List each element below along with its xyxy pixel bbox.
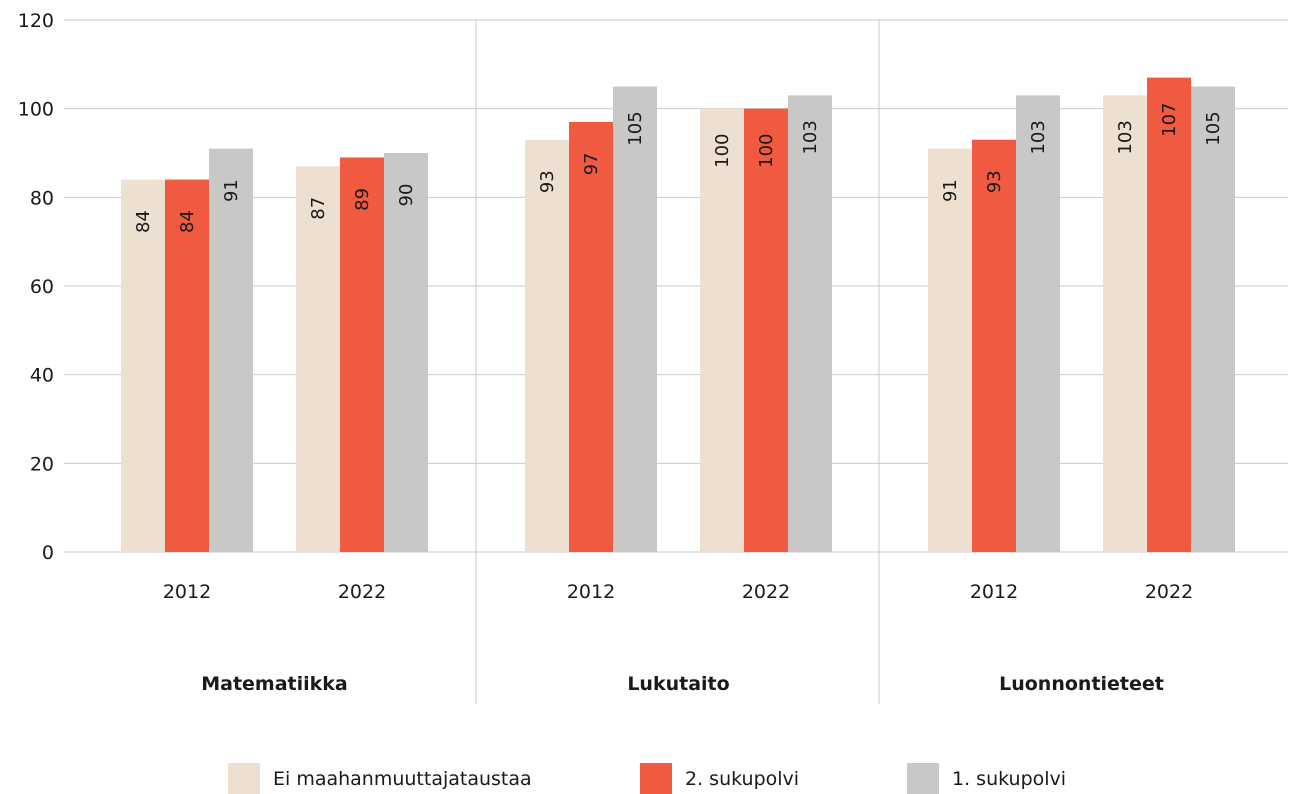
- legend-swatch: [228, 763, 260, 794]
- data-label: 91: [940, 179, 961, 202]
- data-label: 93: [984, 170, 1005, 193]
- data-label: 103: [1115, 120, 1136, 154]
- group-label: Luonnontieteet: [999, 673, 1164, 695]
- data-label: 103: [800, 120, 821, 154]
- bar-luonnontieteet-2022-s3: [1191, 86, 1235, 552]
- bar-luonnontieteet-2012-s3: [1016, 95, 1060, 552]
- y-axis: 0 20 40 60 80 100 120: [18, 10, 54, 564]
- bar-lukutaito-2012-s1: [525, 139, 569, 552]
- data-label: 100: [712, 133, 733, 167]
- data-label: 100: [756, 133, 777, 167]
- data-label: 89: [352, 188, 373, 211]
- data-label: 90: [396, 184, 417, 207]
- bar-matematiikka-2012-s2: [165, 179, 209, 552]
- data-label: 105: [1203, 111, 1224, 145]
- legend-label: Ei maahanmuuttajataustaa: [273, 768, 532, 790]
- group-separators: [475, 20, 880, 704]
- bar-luonnontieteet-2012-s2: [972, 139, 1016, 552]
- y-tick-label: 100: [18, 99, 54, 121]
- legend: Ei maahanmuuttajataustaa 2. sukupolvi 1. s…: [228, 763, 1066, 794]
- bar-lukutaito-2012-s3: [613, 86, 657, 552]
- y-tick-label: 0: [42, 542, 54, 564]
- bar-luonnontieteet-2012-s1: [928, 148, 972, 553]
- legend-swatch: [907, 763, 939, 794]
- y-tick-label: 40: [30, 365, 54, 387]
- x-tick-label-year: 2012: [163, 581, 211, 603]
- data-label: 91: [221, 179, 242, 202]
- y-tick-label: 120: [18, 10, 54, 32]
- group-label: Matematiikka: [201, 673, 348, 695]
- gridlines: [64, 19, 1288, 553]
- x-tick-label-year: 2012: [970, 581, 1018, 603]
- x-axis-labels: 2012 2022 Matematiikka 2012 2022 Lukutaito 201…: [163, 581, 1193, 695]
- data-label: 103: [1028, 120, 1049, 154]
- legend-label: 2. sukupolvi: [685, 768, 799, 790]
- x-tick-label-year: 2022: [338, 581, 386, 603]
- y-tick-label: 60: [30, 276, 54, 298]
- data-label: 87: [308, 197, 329, 220]
- bar-matematiikka-2022-s2: [340, 157, 384, 552]
- legend-swatch: [640, 763, 672, 794]
- x-tick-label-year: 2022: [742, 581, 790, 603]
- x-tick-label-year: 2012: [567, 581, 615, 603]
- bar-luonnontieteet-2022-s2: [1147, 77, 1191, 552]
- y-tick-label: 80: [30, 187, 54, 209]
- x-tick-label-year: 2022: [1145, 581, 1193, 603]
- data-label: 93: [537, 170, 558, 193]
- data-label: 97: [581, 153, 602, 176]
- bar-matematiikka-2022-s1: [296, 166, 340, 553]
- bar-lukutaito-2022-s1: [700, 108, 744, 553]
- bar-luonnontieteet-2022-s1: [1103, 95, 1147, 552]
- data-label: 107: [1159, 102, 1180, 136]
- bar-lukutaito-2022-s2: [744, 108, 788, 553]
- y-tick-label: 20: [30, 453, 54, 475]
- group-label: Lukutaito: [627, 673, 729, 695]
- bar-lukutaito-2022-s3: [788, 95, 832, 552]
- legend-label: 1. sukupolvi: [952, 768, 1066, 790]
- bars: 84 84 91 87 89 90 93 97 105 100 100 103 91 93 103 103 10…: [121, 77, 1235, 553]
- data-label: 105: [625, 111, 646, 145]
- data-label: 84: [133, 210, 154, 233]
- bar-matematiikka-2022-s3: [384, 153, 428, 552]
- bar-matematiikka-2012-s1: [121, 179, 165, 552]
- bar-lukutaito-2012-s2: [569, 121, 613, 552]
- bar-matematiikka-2012-s3: [209, 148, 253, 553]
- data-label: 84: [177, 210, 198, 233]
